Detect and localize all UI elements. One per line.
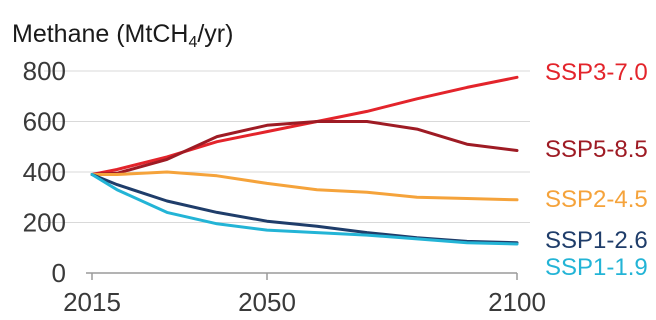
y-tick-label-200: 200: [23, 208, 66, 238]
x-tick-labels: 2015 2050 2100: [63, 287, 546, 317]
grid-lines: [44, 70, 530, 223]
series-label-ssp1-1-9: SSP1-1.9: [545, 254, 648, 281]
chart-title-base: Methane (MtCH: [12, 20, 188, 48]
y-tick-labels: 0 200 400 600 800: [23, 56, 66, 288]
axes: [86, 272, 518, 280]
series-line-ssp3-7-0: [90, 75, 519, 176]
series-line-ssp5-8-5: [90, 120, 519, 176]
series-label-ssp1-2-6: SSP1-2.6: [545, 227, 648, 254]
y-tick-label-600: 600: [23, 107, 66, 137]
series-lines: [90, 75, 519, 246]
series-label-ssp5-8-5: SSP5-8.5: [545, 136, 648, 163]
series-line-ssp2-4-5: [90, 170, 519, 202]
x-tick-label-2100: 2100: [488, 287, 546, 317]
y-tick-label-0: 0: [52, 258, 66, 288]
x-tick-label-2050: 2050: [238, 287, 296, 317]
y-tick-label-400: 400: [23, 157, 66, 187]
chart-title-subscript: 4: [188, 34, 197, 51]
x-tick-label-2015: 2015: [63, 287, 121, 317]
series-label-ssp3-7-0: SSP3-7.0: [545, 59, 648, 86]
series-line-ssp1-1-9: [90, 173, 519, 246]
series-label-ssp2-4-5: SSP2-4.5: [545, 186, 648, 213]
y-tick-label-800: 800: [23, 56, 66, 86]
chart-title: Methane (MtCH4/yr): [12, 20, 233, 51]
chart-title-end: /yr): [197, 20, 233, 48]
